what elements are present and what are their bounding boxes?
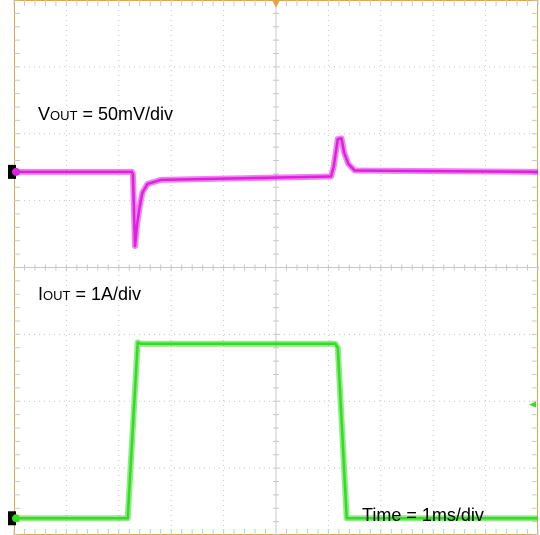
channel-marker-dot-1 [12, 167, 20, 176]
iout-trace [14, 341, 538, 520]
channel-marker-dot-2 [12, 514, 20, 523]
reference-arrow-icon [529, 401, 536, 408]
iout-scale-label: IOUT = 1A/div [38, 284, 142, 304]
time-scale-label: Time = 1ms/div [362, 505, 484, 525]
traces [14, 135, 539, 522]
trigger-position-marker [272, 0, 280, 8]
vout-scale-label: VOUT = 50mV/div [38, 104, 174, 124]
channel-markers [8, 0, 536, 526]
grid [13, 0, 539, 535]
vout-trace [14, 137, 539, 248]
